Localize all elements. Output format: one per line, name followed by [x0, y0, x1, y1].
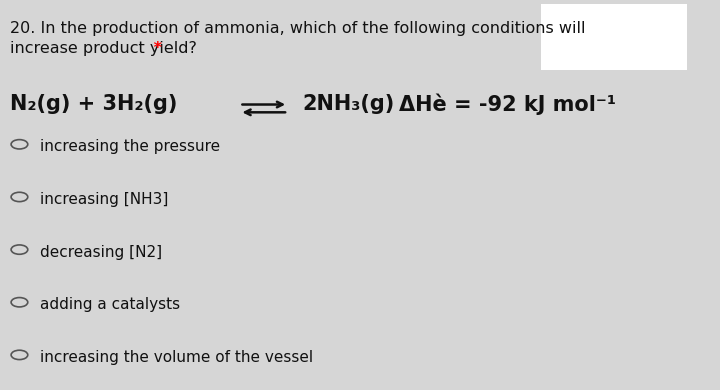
- Text: decreasing [N2]: decreasing [N2]: [40, 245, 163, 259]
- Text: increasing the pressure: increasing the pressure: [40, 139, 220, 154]
- Text: increase product yield?: increase product yield?: [10, 41, 197, 56]
- FancyBboxPatch shape: [541, 4, 687, 70]
- Text: 20. In the production of ammonia, which of the following conditions will: 20. In the production of ammonia, which …: [10, 21, 586, 36]
- Text: ΔHè = -92 kJ mol⁻¹: ΔHè = -92 kJ mol⁻¹: [399, 94, 616, 115]
- Text: *: *: [148, 41, 162, 56]
- Text: adding a catalysts: adding a catalysts: [40, 297, 181, 312]
- Text: increasing [NH3]: increasing [NH3]: [40, 192, 168, 207]
- Text: N₂(g) + 3H₂(g): N₂(g) + 3H₂(g): [10, 94, 178, 113]
- Text: 2NH₃(g): 2NH₃(g): [302, 94, 394, 113]
- Text: increasing the volume of the vessel: increasing the volume of the vessel: [40, 350, 313, 365]
